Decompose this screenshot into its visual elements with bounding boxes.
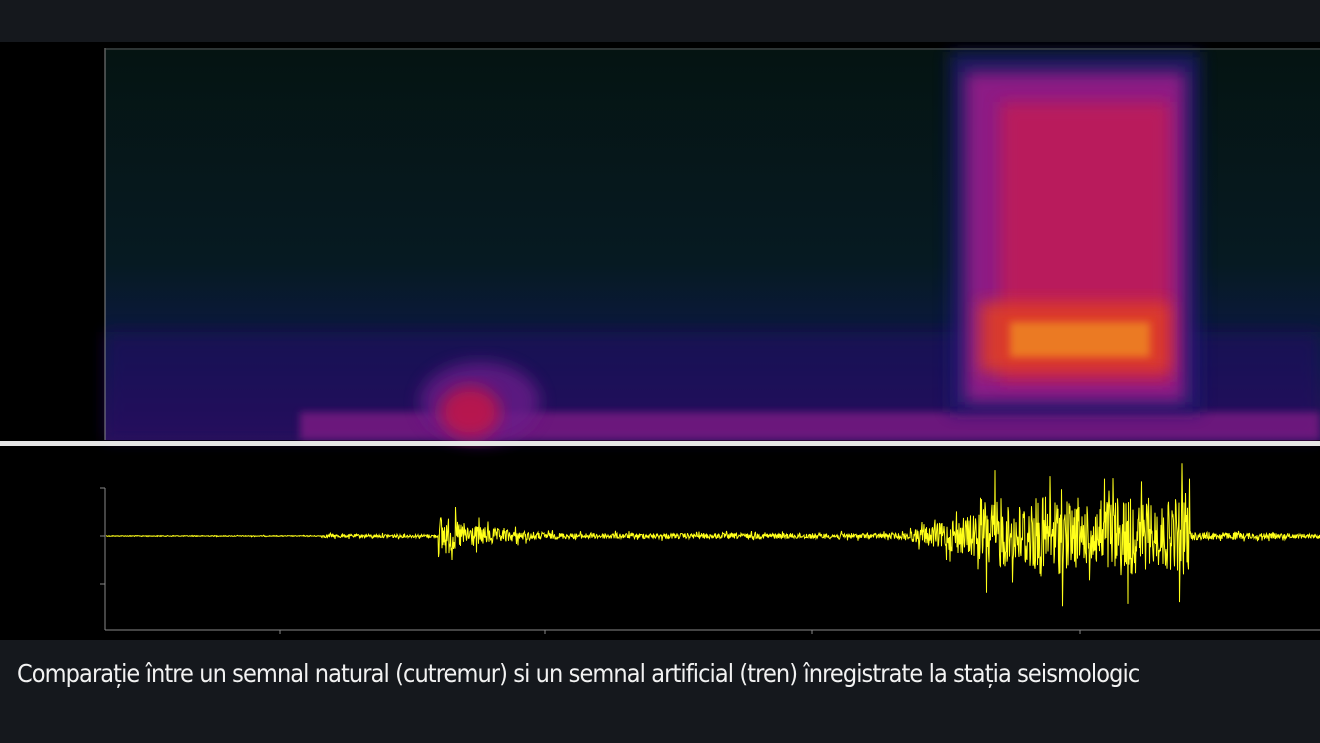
spectrogram — [105, 48, 1320, 442]
waveform-panel — [100, 463, 1320, 634]
train-hot — [1010, 322, 1150, 357]
waveform — [106, 463, 1320, 606]
caption: Comparație între un semnal natural (cutr… — [17, 656, 1320, 692]
panel-separator — [0, 441, 1320, 446]
quake-core — [440, 386, 500, 438]
seismic-figure — [0, 42, 1320, 640]
page: Comparație între un semnal natural (cutr… — [0, 0, 1320, 743]
